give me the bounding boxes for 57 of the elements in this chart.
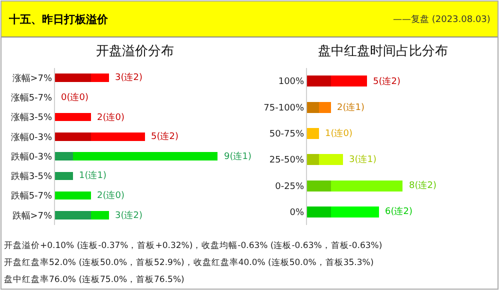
y-tick-label: 涨幅>7%	[12, 72, 53, 84]
bar	[306, 206, 331, 218]
bar	[90, 132, 146, 141]
text: 5(连2)	[151, 132, 178, 142]
y-tick-label: 100%	[278, 77, 305, 88]
y-tick-label: 0-25%	[275, 182, 305, 192]
chart-title: 盘中红盘时间占比分布	[318, 44, 448, 59]
text: 3(连1)	[349, 155, 376, 165]
bar	[306, 128, 319, 139]
y-tick-label: 75-100%	[264, 103, 305, 114]
bar	[54, 112, 91, 122]
text: ——复盘 (2023.08.03)	[393, 14, 490, 25]
bar	[90, 74, 110, 82]
bar	[330, 180, 403, 192]
text: 2(连0)	[97, 191, 124, 201]
bar	[318, 154, 343, 166]
text: 1(连1)	[79, 171, 106, 181]
text: 8(连2)	[409, 181, 436, 191]
bar	[54, 191, 91, 200]
y-tick-label: 0%	[290, 208, 305, 218]
bar	[54, 152, 73, 160]
y-tick-label: 涨幅0-3%	[10, 132, 53, 143]
bar	[306, 180, 331, 192]
y-tick-label: 涨幅3-5%	[10, 112, 53, 124]
text: 0(连0)	[61, 93, 88, 103]
text: 3(连2)	[115, 211, 142, 221]
text: 3(连2)	[115, 73, 142, 83]
bar	[72, 152, 218, 160]
text: 9(连1)	[224, 152, 252, 162]
bar	[306, 154, 319, 166]
y-tick-label: 跌幅>7%	[12, 210, 53, 222]
bar	[330, 76, 367, 87]
bar	[330, 206, 379, 218]
bar	[54, 132, 91, 141]
bar	[306, 102, 319, 113]
text: 5(连2)	[373, 77, 400, 87]
text: 2(连1)	[337, 103, 364, 113]
chart-title: 开盘溢价分布	[96, 44, 174, 59]
text: 6(连2)	[385, 207, 412, 217]
bar	[90, 211, 110, 220]
text: 1(连0)	[325, 129, 352, 139]
bar	[54, 172, 73, 180]
bar	[54, 74, 91, 82]
y-tick-label: 涨幅5-7%	[10, 92, 53, 104]
bar	[306, 76, 331, 87]
text: 2(连0)	[97, 113, 124, 123]
text: 开盘溢价+0.10% (连板-0.37%，首板+0.32%)，收盘均幅-0.63% (连板-0.63%，首板-0.63%)	[4, 240, 382, 251]
y-tick-label: 25-50%	[269, 156, 305, 166]
y-tick-label: 跌幅0-3%	[10, 151, 53, 162]
y-tick-label: 跌幅5-7%	[10, 190, 53, 202]
text: 十五、昨日打板溢价	[8, 13, 109, 26]
bar	[54, 211, 91, 220]
y-tick-label: 50-75%	[269, 130, 305, 140]
text: 开盘红盘率52.0% (连板50.0%，首板52.9%)，收盘红盘率40.0% (连板50.0%，首板35.3%)	[4, 257, 374, 268]
y-tick-label: 跌幅3-5%	[10, 171, 53, 182]
text: 盘中红盘率76.0% (连板75.0%，首板76.5%)	[4, 274, 184, 285]
bar	[318, 102, 331, 113]
